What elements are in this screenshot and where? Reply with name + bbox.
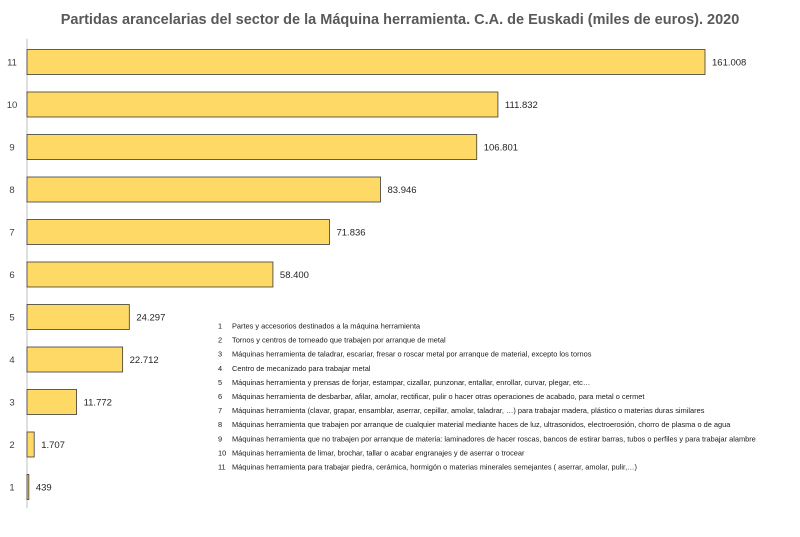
value-label-9: 106.801 bbox=[484, 143, 518, 154]
bar-6 bbox=[26, 261, 274, 288]
category-label-6: 6 bbox=[9, 270, 14, 281]
legend: 1 Partes y accesorios destinados a la máq… bbox=[218, 322, 756, 472]
bar-3 bbox=[26, 389, 77, 415]
category-label-10: 10 bbox=[7, 100, 18, 111]
legend-number-3: 3 bbox=[218, 350, 222, 359]
value-label-3: 11.772 bbox=[84, 398, 112, 409]
legend-number-9: 9 bbox=[218, 434, 222, 443]
category-label-3: 3 bbox=[9, 398, 14, 409]
category-label-4: 4 bbox=[9, 355, 14, 366]
legend-text-3: Máquinas herramienta de taladrar, escari… bbox=[232, 350, 592, 359]
bar-2 bbox=[26, 431, 35, 458]
category-label-9: 9 bbox=[9, 143, 14, 154]
legend-number-4: 4 bbox=[218, 364, 222, 373]
legend-number-10: 10 bbox=[218, 448, 226, 457]
legend-text-8: Máquinas herramienta que trabajen por ar… bbox=[232, 420, 731, 429]
value-label-11: 161.008 bbox=[712, 58, 746, 69]
legend-number-6: 6 bbox=[218, 392, 222, 401]
legend-text-4: Centro de mecanizado para trabajar metal bbox=[232, 364, 371, 373]
bar-1 bbox=[26, 474, 30, 500]
bar-10 bbox=[26, 91, 499, 118]
legend-text-6: Máquinas herramienta de desbarbar, afila… bbox=[232, 392, 644, 401]
value-label-10: 111.832 bbox=[505, 100, 538, 111]
legend-text-7: Máquinas herramienta (clavar, grapar, en… bbox=[232, 406, 705, 415]
legend-text-2: Tornos y centros de torneado que trabaje… bbox=[232, 336, 446, 345]
bar-7 bbox=[26, 219, 330, 245]
legend-number-8: 8 bbox=[218, 420, 222, 429]
category-label-8: 8 bbox=[9, 185, 14, 196]
category-label-1: 1 bbox=[9, 483, 14, 494]
category-label-7: 7 bbox=[9, 228, 14, 239]
legend-number-1: 1 bbox=[218, 322, 222, 331]
bar-5 bbox=[26, 304, 130, 330]
value-label-5: 24.297 bbox=[136, 313, 165, 324]
value-label-1: 439 bbox=[36, 483, 52, 494]
legend-text-5: Máquinas herramienta y prensas de forjar… bbox=[232, 378, 590, 387]
legend-text-9: Máquinas herramienta que no trabajen por… bbox=[232, 434, 756, 443]
legend-number-7: 7 bbox=[218, 406, 222, 415]
bar-11 bbox=[26, 49, 706, 75]
legend-number-5: 5 bbox=[218, 378, 222, 387]
legend-number-11: 11 bbox=[218, 463, 226, 472]
value-label-6: 58.400 bbox=[280, 270, 309, 281]
value-label-2: 1.707 bbox=[41, 440, 65, 451]
value-label-4: 22.712 bbox=[130, 355, 159, 366]
bar-4 bbox=[26, 346, 124, 373]
legend-text-1: Partes y accesorios destinados a la máqu… bbox=[232, 322, 421, 331]
legend-text-11: Máquinas herramienta para trabajar piedr… bbox=[232, 463, 637, 472]
value-label-7: 71.836 bbox=[336, 228, 365, 239]
value-label-8: 83.946 bbox=[387, 185, 416, 196]
category-label-11: 11 bbox=[7, 58, 17, 69]
category-label-5: 5 bbox=[9, 313, 14, 324]
bar-8 bbox=[26, 176, 381, 203]
bar-9 bbox=[26, 134, 478, 160]
legend-number-2: 2 bbox=[218, 336, 222, 345]
legend-text-10: Máquinas herramienta de limar, brochar, … bbox=[232, 448, 525, 457]
category-label-2: 2 bbox=[9, 440, 14, 451]
chart-title: Partidas arancelarias del sector de la M… bbox=[61, 12, 740, 28]
